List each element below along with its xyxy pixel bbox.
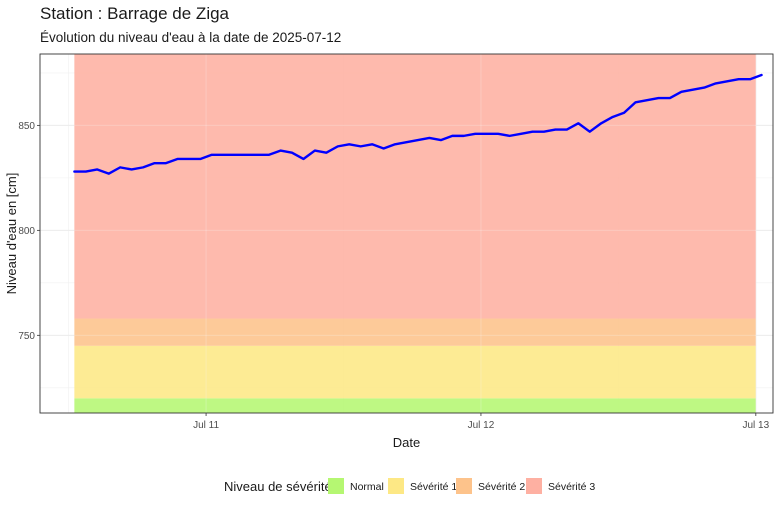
chart-subtitle: Évolution du niveau d'eau à la date de 2… — [40, 30, 342, 45]
series-line-0 — [73, 73, 763, 175]
legend-swatch-severite-3 — [526, 478, 542, 494]
x-axis-title: Date — [393, 435, 420, 450]
water-level-chart: 750 800 850 Jul 11 Jul 12 Jul 13 Date Niveau d'… — [4, 53, 774, 450]
x-tick-label: Jul 11 — [193, 420, 219, 431]
legend-swatch-normal — [328, 478, 344, 494]
severity-band-severite-3 — [74, 54, 756, 319]
y-axis-title: Niveau d'eau en [cm] — [4, 173, 19, 295]
severity-band-severite-1 — [74, 345, 756, 399]
legend-label-normal: Normal — [350, 481, 384, 493]
legend-swatch-severite-1 — [388, 478, 404, 494]
y-tick-label: 750 — [18, 331, 35, 342]
legend-label-severite-2: Sévérité 2 — [478, 481, 526, 493]
legend-swatch-severite-2 — [456, 478, 472, 494]
y-tick-label: 850 — [18, 121, 35, 132]
plot-border — [39, 53, 774, 414]
chart-title: Station : Barrage de Ziga — [40, 4, 230, 23]
severity-band-normal — [74, 398, 756, 413]
severity-band-severite-2 — [74, 318, 756, 346]
y-tick-label: 800 — [18, 226, 35, 237]
legend: Niveau de sévérité Normal Sévérité 1 Sév… — [0, 472, 780, 500]
legend-title: Niveau de sévérité — [224, 479, 332, 494]
legend-label-severite-3: Sévérité 3 — [548, 481, 596, 493]
x-tick-label: Jul 12 — [468, 420, 495, 431]
legend-label-severite-1: Sévérité 1 — [410, 481, 458, 493]
x-tick-label: Jul 13 — [742, 420, 769, 431]
